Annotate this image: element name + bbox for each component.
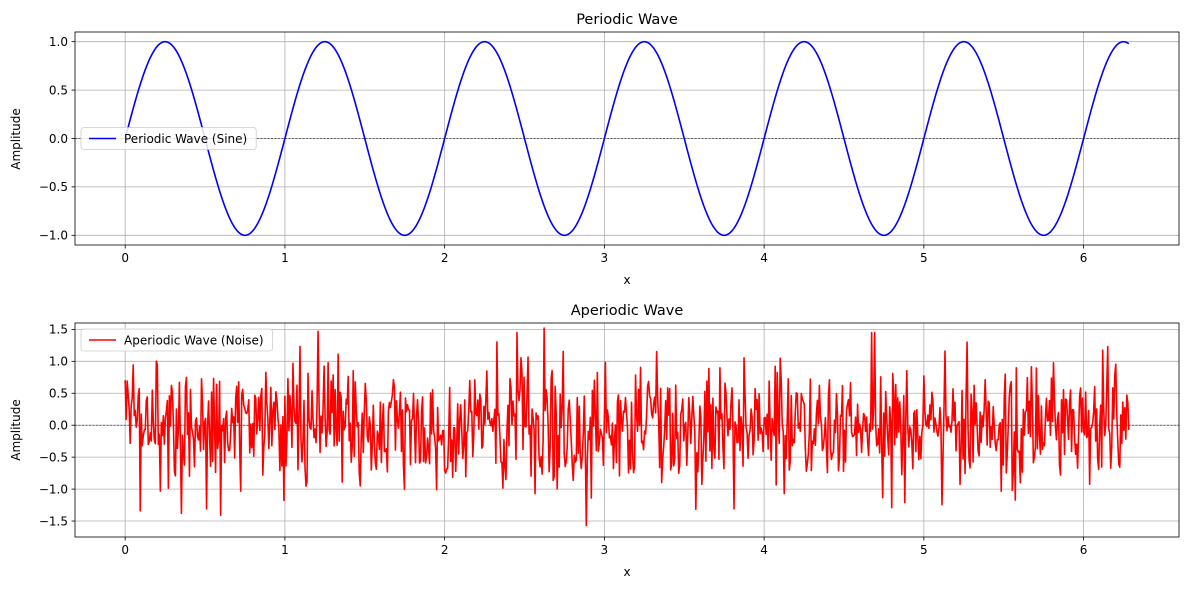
aperiodic-wave-xlabel: x: [623, 565, 630, 579]
aperiodic-wave-title: Aperiodic Wave: [571, 303, 684, 319]
x-tick-label: 0: [121, 543, 129, 557]
legend-label: Aperiodic Wave (Noise): [124, 334, 264, 348]
y-tick-label: 1.5: [49, 323, 68, 337]
y-tick-label: 0.5: [49, 83, 68, 97]
periodic-wave-ylabel: Amplitude: [9, 108, 23, 170]
y-tick-label: −1.0: [39, 482, 68, 496]
aperiodic-wave-ylabel: Amplitude: [9, 399, 23, 461]
x-tick-label: 5: [920, 543, 928, 557]
x-tick-label: 6: [1080, 543, 1088, 557]
aperiodic-wave-panel: Aperiodic Wave x Amplitude 0 1 2 3 4 5 6 −1.5 −1…: [9, 303, 1180, 579]
y-tick-label: 0.0: [49, 132, 68, 146]
y-tick-label: −0.5: [39, 180, 68, 194]
legend-box: [80, 127, 257, 150]
x-tick-label: 4: [760, 251, 768, 265]
y-tick-label: −0.5: [39, 450, 68, 464]
x-tick-label: 1: [281, 543, 289, 557]
x-tick-label: 6: [1080, 251, 1088, 265]
y-tick-label: 1.0: [49, 35, 68, 49]
x-tick-label: 3: [601, 251, 609, 265]
y-tick-label: 0.0: [49, 419, 68, 433]
periodic-wave-title: Periodic Wave: [576, 12, 678, 28]
x-tick-label: 4: [760, 543, 768, 557]
y-tick-label: −1.5: [39, 514, 68, 528]
periodic-wave-panel: Periodic Wave x Amplitude 0 1 2 3 4 5 6 −1.0 −0.…: [9, 12, 1180, 287]
x-tick-label: 1: [281, 251, 289, 265]
legend-label: Periodic Wave (Sine): [124, 132, 247, 146]
x-tick-label: 3: [601, 543, 609, 557]
axes-frame: [74, 322, 1180, 538]
x-tick-label: 5: [920, 251, 928, 265]
periodic-wave-xlabel: x: [623, 273, 630, 287]
legend: Aperiodic Wave (Noise): [80, 328, 273, 352]
x-tick-label: 2: [441, 251, 449, 265]
legend-box: [80, 328, 273, 352]
y-tick-label: 0.5: [49, 387, 68, 401]
y-tick-label: −1.0: [39, 229, 68, 243]
y-tick-label: 1.0: [49, 355, 68, 369]
x-tick-label: 2: [441, 543, 449, 557]
x-tick-label: 0: [121, 251, 129, 265]
series-line: [124, 40, 1130, 237]
series-line: [124, 327, 1130, 527]
legend: Periodic Wave (Sine): [80, 127, 257, 150]
